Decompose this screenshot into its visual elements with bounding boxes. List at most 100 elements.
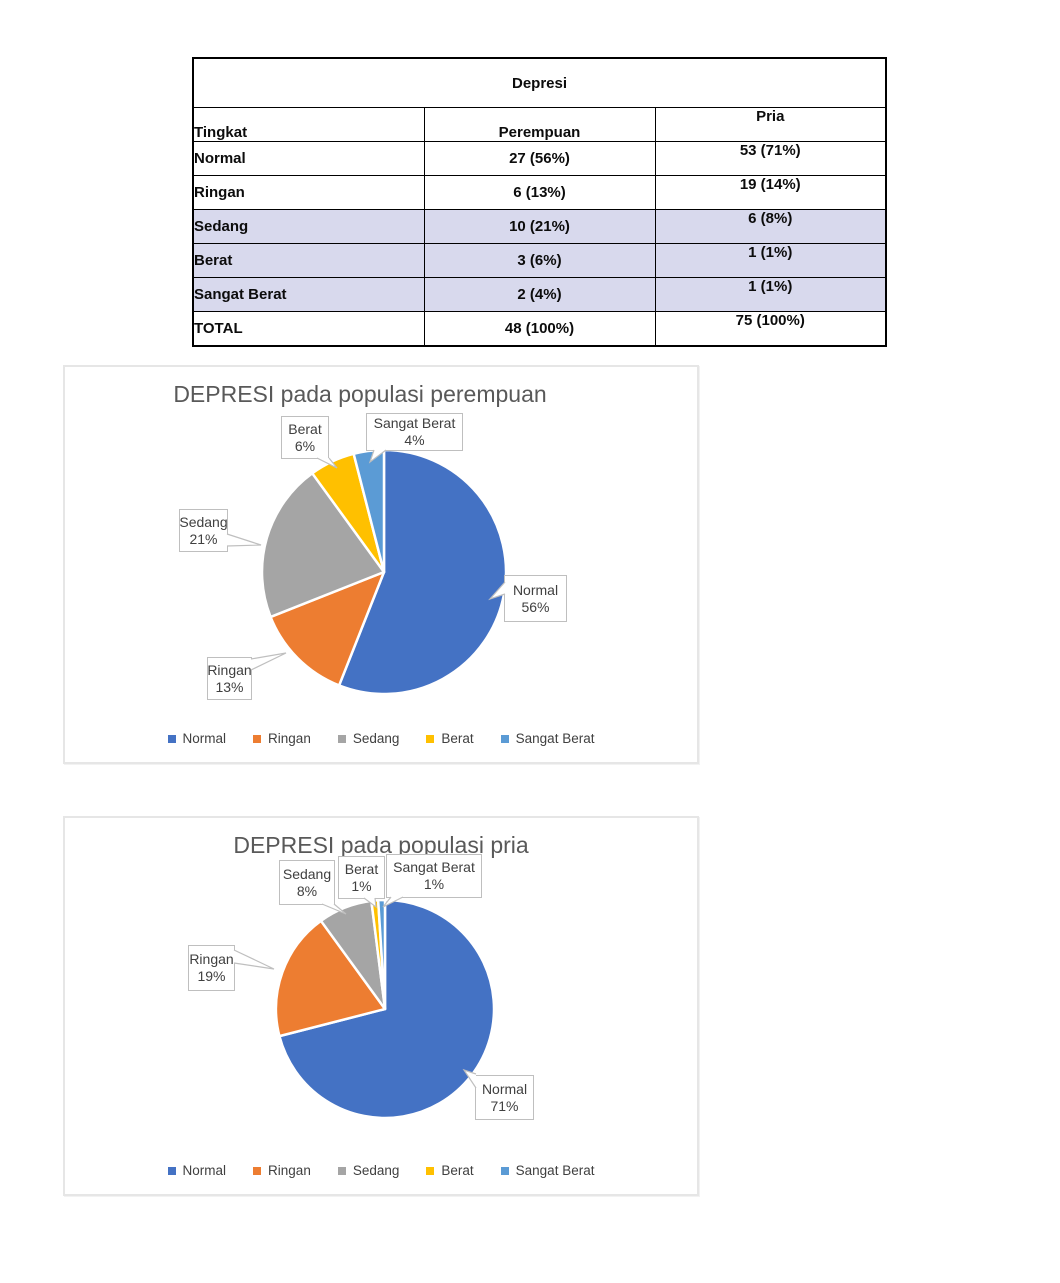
callout-ringan: Ringan 19% — [188, 945, 235, 991]
legend-label: Sangat Berat — [515, 1163, 595, 1178]
legend-marker — [500, 734, 509, 743]
cell-perempuan: 48 (100%) — [423, 311, 656, 347]
table-row-total: TOTAL 48 (100%) 75 (100%) — [192, 311, 887, 347]
legend-marker — [167, 734, 176, 743]
callout-value: 8% — [296, 882, 318, 899]
legend-marker — [426, 1166, 435, 1175]
callout-value: 6% — [294, 437, 316, 454]
chart-title: DEPRESI pada populasi pria — [233, 832, 529, 858]
table-row: Normal 27 (56%) 53 (71%) — [192, 141, 887, 176]
callout-berat: Berat 6% — [281, 416, 329, 459]
pie-chart-pria — [274, 898, 496, 1120]
cell-pria: 1 (1%) — [654, 243, 887, 278]
cell-perempuan: 10 (21%) — [423, 209, 656, 244]
legend-item-sedang: Sedang — [337, 731, 400, 746]
cell-tingkat: Berat — [192, 243, 425, 278]
callout-label: Berat — [288, 420, 322, 437]
legend-label: Ringan — [268, 731, 311, 746]
chart-legend: Normal Ringan Sedang Berat Sangat Berat — [65, 731, 697, 746]
cell-pria: 75 (100%) — [654, 311, 887, 347]
legend-item-sedang: Sedang — [337, 1163, 400, 1178]
callout-value: 71% — [490, 1097, 519, 1114]
callout-value: 4% — [404, 432, 425, 448]
legend-label: Normal — [182, 731, 227, 746]
callout-value: 56% — [521, 598, 550, 615]
callout-label: Sedang — [282, 865, 332, 882]
legend-label: Berat — [441, 731, 474, 746]
cell-tingkat: Normal — [192, 141, 425, 176]
col-header-perempuan: Perempuan — [423, 107, 656, 142]
pie-slice-sedang — [260, 472, 386, 619]
legend-item-berat: Berat — [426, 1163, 474, 1178]
table-row: Berat 3 (6%) 1 (1%) — [192, 243, 887, 278]
callout-value: 1% — [351, 877, 372, 894]
legend-item-ringan: Ringan — [253, 731, 311, 746]
cell-pria: 6 (8%) — [654, 209, 887, 244]
callout-sangat-berat: Sangat Berat 1% — [386, 854, 482, 898]
cell-tingkat: Sangat Berat — [192, 277, 425, 312]
legend-marker — [337, 734, 346, 743]
cell-perempuan: 6 (13%) — [423, 175, 656, 210]
callout-normal: Normal 56% — [504, 575, 567, 622]
callout-label: Ringan — [189, 951, 234, 967]
callout-label: Berat — [344, 860, 379, 877]
cell-pria: 1 (1%) — [654, 277, 887, 312]
callout-label: Ringan — [207, 661, 252, 678]
legend-label: Sedang — [352, 731, 400, 746]
cell-perempuan: 27 (56%) — [423, 141, 656, 176]
legend-label: Ringan — [268, 1163, 311, 1178]
chart-title: DEPRESI pada populasi perempuan — [173, 381, 547, 407]
cell-tingkat: Ringan — [192, 175, 425, 210]
legend-label: Berat — [441, 1163, 474, 1178]
callout-label: Sangat Berat — [373, 415, 456, 431]
legend-item-sangat-berat: Sangat Berat — [500, 1163, 595, 1178]
callout-label: Normal — [481, 1080, 528, 1097]
legend-marker — [337, 1166, 346, 1175]
pie-slice-ringan — [274, 919, 387, 1038]
legend-item-sangat-berat: Sangat Berat — [500, 731, 595, 746]
callout-normal: Normal 71% — [475, 1075, 534, 1120]
depresi-table: Depresi Tingkat Perempuan Pria Normal 27… — [192, 57, 887, 347]
legend-item-normal: Normal — [167, 731, 227, 746]
col-header-pria: Pria — [654, 107, 887, 142]
legend-label: Normal — [182, 1163, 227, 1178]
legend-item-normal: Normal — [167, 1163, 227, 1178]
callout-value: 19% — [197, 968, 226, 984]
table-title-row: Depresi — [192, 57, 887, 108]
cell-perempuan: 2 (4%) — [423, 277, 656, 312]
callout-berat: Berat 1% — [338, 856, 385, 899]
cell-tingkat: Sedang — [192, 209, 425, 244]
legend-marker — [167, 1166, 176, 1175]
cell-tingkat: TOTAL — [192, 311, 425, 347]
table-row: Ringan 6 (13%) 19 (14%) — [192, 175, 887, 210]
chart-legend: Normal Ringan Sedang Berat Sangat Berat — [65, 1163, 697, 1178]
callout-sangat-berat: Sangat Berat 4% — [366, 413, 463, 451]
callout-sedang: Sedang 8% — [279, 860, 335, 905]
cell-perempuan: 3 (6%) — [423, 243, 656, 278]
legend-marker — [253, 734, 262, 743]
pie-slice-ringan — [269, 570, 386, 687]
callout-value: 1% — [423, 876, 445, 892]
callout-label: Sangat Berat — [393, 859, 475, 875]
chart-panel-perempuan: DEPRESI pada populasi perempuan Berat 6%… — [63, 365, 699, 764]
callout-ringan: Ringan 13% — [207, 657, 252, 700]
legend-marker — [500, 1166, 509, 1175]
table-row: Sedang 10 (21%) 6 (8%) — [192, 209, 887, 244]
legend-item-berat: Berat — [426, 731, 474, 746]
legend-label: Sangat Berat — [515, 731, 595, 746]
chart-panel-pria: DEPRESI pada populasi pria Sedang 8% Ber… — [63, 816, 699, 1196]
col-header-tingkat: Tingkat — [192, 107, 425, 142]
callout-label: Normal — [512, 581, 559, 598]
legend-marker — [426, 734, 435, 743]
cell-pria: 19 (14%) — [654, 175, 887, 210]
legend-item-ringan: Ringan — [253, 1163, 311, 1178]
legend-marker — [253, 1166, 262, 1175]
cell-pria: 53 (71%) — [654, 141, 887, 176]
callout-sedang: Sedang 21% — [179, 509, 228, 552]
table-title: Depresi — [192, 57, 887, 108]
legend-label: Sedang — [352, 1163, 400, 1178]
table-header-row: Tingkat Perempuan Pria — [192, 107, 887, 142]
callout-label: Sedang — [179, 513, 228, 530]
callout-value: 21% — [189, 530, 218, 547]
